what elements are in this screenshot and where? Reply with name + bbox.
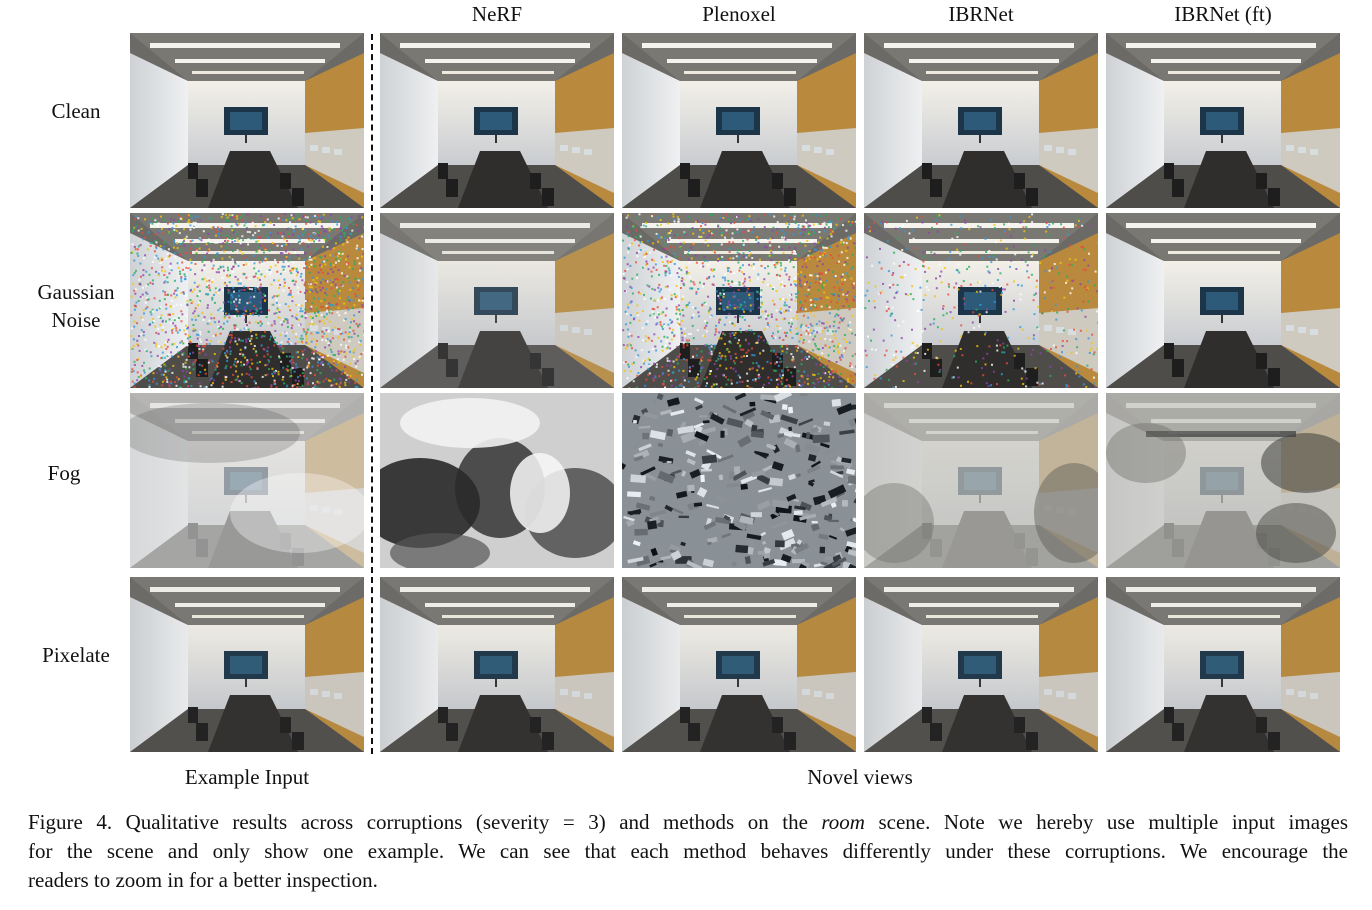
thumbnail-clean-input [130, 33, 364, 208]
thumbnail-pixel-plenoxel [622, 577, 856, 752]
column-header-plenoxel: Plenoxel [702, 2, 776, 26]
thumbnail-noise-input [130, 213, 364, 388]
footer-novel-views: Novel views [807, 765, 913, 789]
row-label-line: Noise [51, 308, 101, 332]
thumbnail-fog-input [130, 393, 364, 568]
thumbnail-fog-nerf [380, 393, 614, 568]
figure-caption: Figure 4. Qualitative results across cor… [28, 808, 1348, 895]
thumbnail-fog-ibrnet [864, 393, 1098, 568]
row-label-pixelate: Pixelate [42, 643, 110, 667]
row-label-line: Gaussian [37, 280, 115, 304]
thumbnail-clean-ibrnet-ft [1106, 33, 1340, 208]
caption-line-1: Figure 4. Qualitative results across cor… [28, 810, 1349, 834]
thumbnail-fog-ibrnet-ft [1106, 393, 1340, 568]
thumbnail-noise-plenoxel [622, 213, 856, 388]
column-header-nerf: NeRF [471, 2, 523, 26]
thumbnail-clean-plenoxel [622, 33, 856, 208]
thumbnail-noise-nerf [380, 213, 614, 388]
thumbnail-clean-ibrnet [864, 33, 1098, 208]
caption-line-2: for the scene and only show one example.… [28, 839, 1348, 863]
column-header-ibrnet: IBRNet [948, 2, 1014, 26]
thumbnail-clean-nerf [380, 33, 614, 208]
row-label-fog: Fog [47, 461, 81, 485]
thumbnail-noise-ibrnet [864, 213, 1098, 388]
thumbnail-noise-ibrnet-ft [1106, 213, 1340, 388]
thumbnail-fog-plenoxel [622, 393, 856, 568]
caption-line-3: readers to zoom in for a better inspecti… [28, 868, 378, 892]
thumbnail-pixel-ibrnet [864, 577, 1098, 752]
footer-example-input: Example Input [184, 765, 310, 789]
row-label-clean: Clean [51, 99, 101, 123]
column-header-ibrnet-ft: IBRNet (ft) [1174, 2, 1272, 26]
thumbnail-pixel-ibrnet-ft [1106, 577, 1340, 752]
dashed-divider [371, 34, 373, 754]
thumbnail-pixel-nerf [380, 577, 614, 752]
row-label-gaussian-noise: Gaussian Noise [0, 278, 152, 334]
thumbnail-pixel-input [130, 577, 364, 752]
